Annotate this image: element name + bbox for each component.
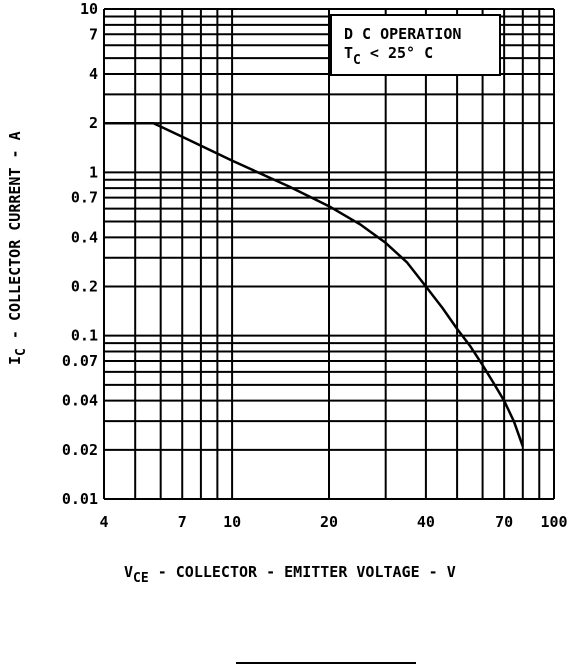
curve-layer xyxy=(104,121,524,447)
y-axis-label-main: I xyxy=(6,356,24,365)
x-tick-label: 4 xyxy=(99,513,108,531)
y-tick-label: 0.1 xyxy=(71,327,98,345)
bottom-rule xyxy=(236,662,416,664)
soa-curve xyxy=(104,121,524,447)
x-axis-label: VCE - COLLECTOR - EMITTER VOLTAGE - V xyxy=(124,563,456,586)
y-tick-label: 0.02 xyxy=(62,441,98,459)
y-tick-label: 0.07 xyxy=(62,352,98,370)
x-tick-label: 100 xyxy=(540,513,567,531)
x-axis-label-sub: CE xyxy=(133,571,149,586)
y-tick-label: 0.01 xyxy=(62,490,98,508)
annotation-tc-main: T xyxy=(344,44,353,62)
annotation-tc-sub: C xyxy=(353,53,361,68)
grid xyxy=(103,8,555,500)
x-tick-label: 40 xyxy=(417,513,435,531)
y-tick-label: 0.2 xyxy=(71,277,98,295)
annotation-line1: D C OPERATION xyxy=(344,25,461,43)
y-tick-label: 4 xyxy=(89,65,98,83)
y-tick-label: 0.04 xyxy=(62,392,98,410)
y-axis-label: IC - COLLECTOR CURRENT - A xyxy=(6,131,29,365)
annotation-tc-rest: < 25° C xyxy=(361,44,433,62)
y-tick-labels: 0.01 0.02 0.04 0.07 0.1 0.2 0.4 0.7 1 2 4 7 10 xyxy=(62,0,98,508)
y-axis-label-sub: C xyxy=(14,348,29,356)
x-axis-label-main: V xyxy=(124,563,133,581)
y-tick-label: 10 xyxy=(80,0,98,18)
x-axis-label-rest: - COLLECTOR - EMITTER VOLTAGE - V xyxy=(149,563,456,581)
x-tick-label: 20 xyxy=(320,513,338,531)
annotation-frame xyxy=(330,14,501,76)
y-tick-label: 0.7 xyxy=(71,189,98,207)
y-tick-label: 0.4 xyxy=(71,228,98,246)
x-tick-labels: 4 7 10 20 40 70 100 xyxy=(99,513,567,531)
x-tick-label: 7 xyxy=(178,513,187,531)
y-axis-label-rest: - COLLECTOR CURRENT - A xyxy=(6,131,24,348)
annotation-line2: TC < 25° C xyxy=(344,44,433,68)
annotation-box: D C OPERATION TC < 25° C xyxy=(330,14,501,76)
y-tick-label: 7 xyxy=(89,25,98,43)
y-tick-label: 2 xyxy=(89,114,98,132)
x-tick-label: 70 xyxy=(495,513,513,531)
y-tick-label: 1 xyxy=(89,163,98,181)
x-tick-label: 10 xyxy=(223,513,241,531)
